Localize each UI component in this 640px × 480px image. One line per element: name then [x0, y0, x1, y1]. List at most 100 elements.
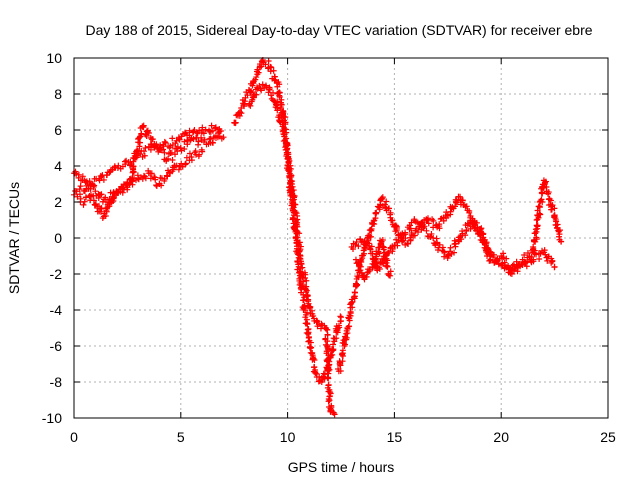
trace-marker — [484, 253, 491, 260]
trace-marker — [113, 189, 120, 196]
trace-marker — [368, 250, 375, 257]
trace-marker — [90, 192, 97, 199]
trace-marker — [462, 232, 469, 239]
trace-marker — [555, 227, 562, 234]
trace-marker — [270, 67, 277, 74]
trace-marker — [158, 182, 165, 189]
trace-marker — [537, 211, 544, 218]
trace-marker — [77, 195, 84, 202]
trace-marker — [451, 249, 458, 256]
trace-marker — [323, 348, 330, 355]
trace-marker — [538, 189, 545, 196]
trace-marker — [546, 196, 553, 203]
trace-marker — [283, 140, 290, 147]
trace-marker — [258, 87, 265, 94]
trace-marker — [292, 201, 299, 208]
trace-marker — [302, 274, 309, 281]
trace-marker — [394, 239, 401, 246]
trace-marker — [534, 222, 541, 229]
trace-marker — [325, 398, 332, 405]
trace-marker — [160, 146, 167, 153]
trace-marker — [530, 258, 537, 265]
trace-marker — [241, 100, 248, 107]
trace-marker — [415, 229, 422, 236]
trace-marker — [452, 203, 459, 210]
trace-marker — [354, 273, 361, 280]
data-point — [312, 370, 319, 376]
trace-marker — [214, 134, 221, 141]
trace-marker — [507, 270, 514, 277]
data-point — [139, 123, 146, 130]
trace-marker — [169, 135, 176, 142]
trace-marker — [256, 82, 263, 89]
trace-marker — [102, 194, 109, 201]
trace-marker — [130, 168, 137, 175]
trace-marker — [447, 244, 454, 251]
trace-marker — [247, 89, 254, 96]
trace-marker — [181, 146, 188, 153]
trace-marker — [353, 281, 360, 288]
trace-marker — [407, 236, 414, 243]
trace-marker — [95, 195, 102, 202]
trace-marker — [188, 157, 195, 164]
data-point — [288, 181, 295, 187]
trace-marker — [86, 178, 93, 185]
trace-marker — [513, 258, 520, 265]
trace-marker — [304, 320, 311, 327]
trace-marker — [200, 130, 207, 137]
trace-marker — [556, 231, 563, 238]
x-tick-label: 0 — [70, 429, 78, 445]
trace-marker — [366, 267, 373, 274]
trace-marker — [536, 256, 543, 263]
trace-marker — [368, 243, 375, 250]
trace-marker — [349, 298, 356, 305]
trace-marker — [537, 197, 544, 204]
trace-marker — [97, 208, 104, 215]
trace-marker — [138, 130, 145, 137]
trace-marker — [294, 223, 301, 230]
data-point — [508, 271, 515, 277]
data-point — [246, 101, 253, 108]
trace-marker — [324, 332, 331, 339]
trace-marker — [103, 208, 110, 215]
trace-marker — [201, 136, 208, 143]
trace-marker — [161, 175, 168, 182]
trace-marker — [248, 87, 255, 94]
trace-marker — [90, 183, 97, 190]
trace-marker — [441, 249, 448, 256]
trace-marker — [244, 92, 251, 99]
trace-marker — [262, 82, 269, 89]
trace-marker — [333, 335, 340, 342]
trace-marker — [141, 152, 148, 159]
trace-marker — [165, 150, 172, 157]
trace-marker — [418, 220, 425, 227]
trace-marker — [337, 367, 344, 374]
data-point — [466, 209, 473, 216]
data-point — [558, 238, 565, 245]
trace-marker — [467, 219, 474, 226]
trace-marker — [490, 251, 497, 258]
trace-marker — [306, 337, 313, 344]
trace-marker — [503, 255, 510, 262]
trace-marker — [250, 93, 257, 100]
trace-marker — [447, 208, 454, 215]
trace-marker — [549, 258, 556, 265]
trace-marker — [343, 327, 350, 334]
trace-marker — [552, 215, 559, 222]
trace-marker — [325, 352, 332, 359]
trace-marker — [151, 174, 158, 181]
trace-marker — [253, 91, 260, 98]
trace-marker — [186, 127, 193, 134]
series-track-8 — [352, 236, 394, 283]
trace-marker — [77, 183, 84, 190]
trace-marker — [168, 149, 175, 156]
trace-marker — [533, 228, 540, 235]
y-tick-label: -2 — [50, 266, 63, 282]
series-track-5 — [246, 81, 338, 418]
trace-marker — [534, 207, 541, 214]
trace-marker — [299, 264, 306, 271]
axis-ticks: 0 5 10 15 20 25 -10 -8 -6 -4 -2 0 2 4 6 8 10 — [42, 50, 616, 445]
trace-marker — [124, 184, 131, 191]
trace-marker — [296, 230, 303, 237]
trace-marker — [376, 266, 383, 273]
